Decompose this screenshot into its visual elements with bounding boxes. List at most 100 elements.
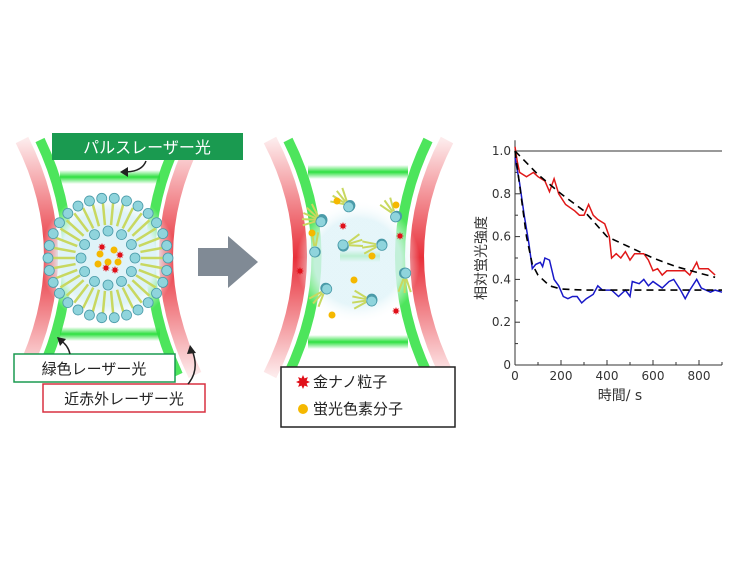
lipid-head [121,309,132,321]
green-laser-label: 緑色レーザー光 [42,360,147,378]
lipid-head [390,211,401,223]
x-tick-label: 600 [642,369,665,383]
lipid-tail [126,212,143,233]
lipid-head [89,229,100,241]
fluorescence-chart: 相対蛍光強度 時間/ s 0 200 400 600 800 0 0.2 0.4 0.6 0.8 1… [474,140,723,404]
lipid-tail [347,233,361,244]
lipid-head [42,252,54,264]
fluorescent-dye-icon [96,250,104,258]
lipid-tail [302,220,317,227]
lipid-head [121,195,132,207]
lipid-tail [73,212,90,233]
lipid-head [309,246,321,258]
lipid-tail [101,290,107,314]
lipid-head [102,279,114,291]
lipid-tail [55,268,78,280]
legend-label-gold-nanoparticle: 金ナノ粒子 [313,373,387,391]
x-tick-label: 400 [596,369,619,383]
lipid-tail [317,293,325,308]
series-line-0 [514,146,716,277]
lipid-head [343,201,355,213]
gold-nanoparticle-icon [296,375,310,389]
lipid-head [151,287,162,299]
series-line-1 [514,157,723,305]
lipid-tail [109,202,115,226]
fluorescent-dye-icon [350,276,358,284]
lipid-tail [306,206,318,219]
lipid-head [79,239,91,250]
lipid-tail [352,299,367,304]
fluorescent-dye-icon [328,311,336,319]
lipid-head [132,304,144,316]
lipid-tail [336,190,347,203]
lipid-tail [135,227,157,242]
lipid-tail [52,246,76,254]
lipid-head [54,217,65,229]
pulse-laser-label-box [52,133,243,160]
lipid-tail [405,278,412,293]
y-tick-label: 0.2 [492,315,511,329]
lipid-head [157,228,169,239]
lipid-head [79,266,91,277]
lipid-head [337,239,349,251]
lipid-tail [135,274,157,289]
lipid-tail [383,199,394,213]
lipid-tail [91,203,101,227]
intact-vesicle [40,190,176,326]
pulse-laser-label: パルスレーザー光 [83,138,211,157]
lipid-tail [348,238,363,245]
lipid-tail [138,236,161,248]
lipid-head [54,287,65,299]
lipid-head [376,239,388,251]
vesicle-glow [40,190,176,326]
y-tick-label: 0.4 [492,272,511,286]
lipid-tail [354,289,368,299]
lipid-tail [91,289,101,313]
nir-laser-label: 近赤外レーザー光 [64,390,184,408]
gold-nanoparticle-icon [102,264,110,272]
gold-nanoparticle-icon [116,251,124,259]
lipid-head [116,275,127,287]
y-axis-label: 相対蛍光強度 [474,216,490,300]
lipid-tail [131,279,151,297]
lipid-head [162,252,174,264]
lipid-tail [353,301,367,310]
lipid-tail [397,278,405,293]
lipid-tail [363,246,377,255]
lipid-tail [379,204,393,214]
lipid-head [151,217,162,229]
lipid-tail [140,246,164,254]
gold-nanoparticle-icon [98,243,106,251]
fluorescent-dye-icon [110,246,118,254]
y-tick-label: 1.0 [492,144,511,158]
lipid-tail [310,203,320,217]
green-laser-label-box [13,353,176,383]
lipid-head [129,252,141,264]
lipid-tail [115,203,125,227]
lipid-head [62,208,74,219]
transition-arrow-icon [198,236,258,288]
lipid-tail [301,218,317,221]
lipid-tail [121,207,135,230]
lipid-tail [126,283,143,304]
lipid-tail [73,283,90,304]
lipid-tail [308,291,322,300]
fluorescent-dye-icon [104,258,112,266]
x-tick-label: 200 [550,369,573,383]
lipid-tail [59,274,81,289]
lipid-head [84,195,95,207]
lipid-head [96,192,108,204]
lipid-tail [52,262,76,270]
pulse-beam-top [60,170,160,184]
lipid-head [366,295,378,307]
lipid-head [47,228,59,239]
series-line-3 [514,150,722,291]
ruptured-vesicle [296,187,420,324]
gold-nanoparticle-icon [392,307,400,315]
lipid-tail [389,197,395,212]
x-tick-label: 800 [688,369,711,383]
lipid-tail [81,207,95,230]
lipid-tail [55,236,78,248]
lipid-head [96,312,108,324]
lipid-head [75,252,87,264]
